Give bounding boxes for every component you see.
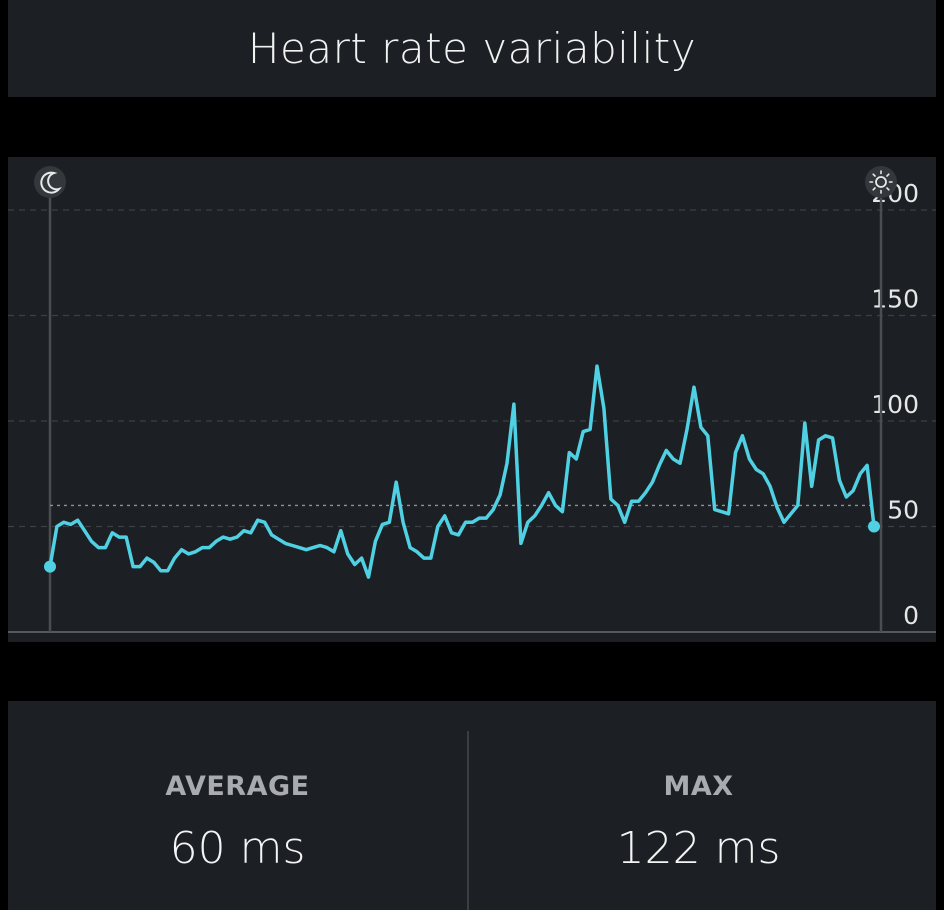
- moon-icon: [34, 166, 66, 198]
- y-tick-label: 50: [887, 496, 919, 525]
- average-stat: AVERAGE 60 ms: [8, 701, 467, 910]
- max-value: 122 ms: [616, 823, 781, 874]
- page-title: Heart rate variability: [247, 24, 697, 73]
- stats-divider: [467, 731, 469, 910]
- series-end-point: [868, 520, 880, 533]
- stats-panel: AVERAGE 60 ms MAX 122 ms: [8, 701, 936, 910]
- y-tick-label: 100: [871, 390, 919, 419]
- average-value: 60 ms: [169, 823, 306, 874]
- sun-icon: [865, 166, 897, 198]
- max-label: MAX: [663, 771, 734, 802]
- hrv-chart: 0 50 100 150 200: [8, 157, 936, 642]
- hrv-series-line: [48, 364, 876, 579]
- series-start-point: [44, 560, 56, 573]
- y-tick-label: 150: [871, 285, 919, 314]
- header-bar: Heart rate variability: [8, 0, 936, 97]
- y-tick-label: 0: [903, 601, 919, 630]
- max-stat: MAX 122 ms: [469, 701, 928, 910]
- average-label: AVERAGE: [165, 771, 310, 802]
